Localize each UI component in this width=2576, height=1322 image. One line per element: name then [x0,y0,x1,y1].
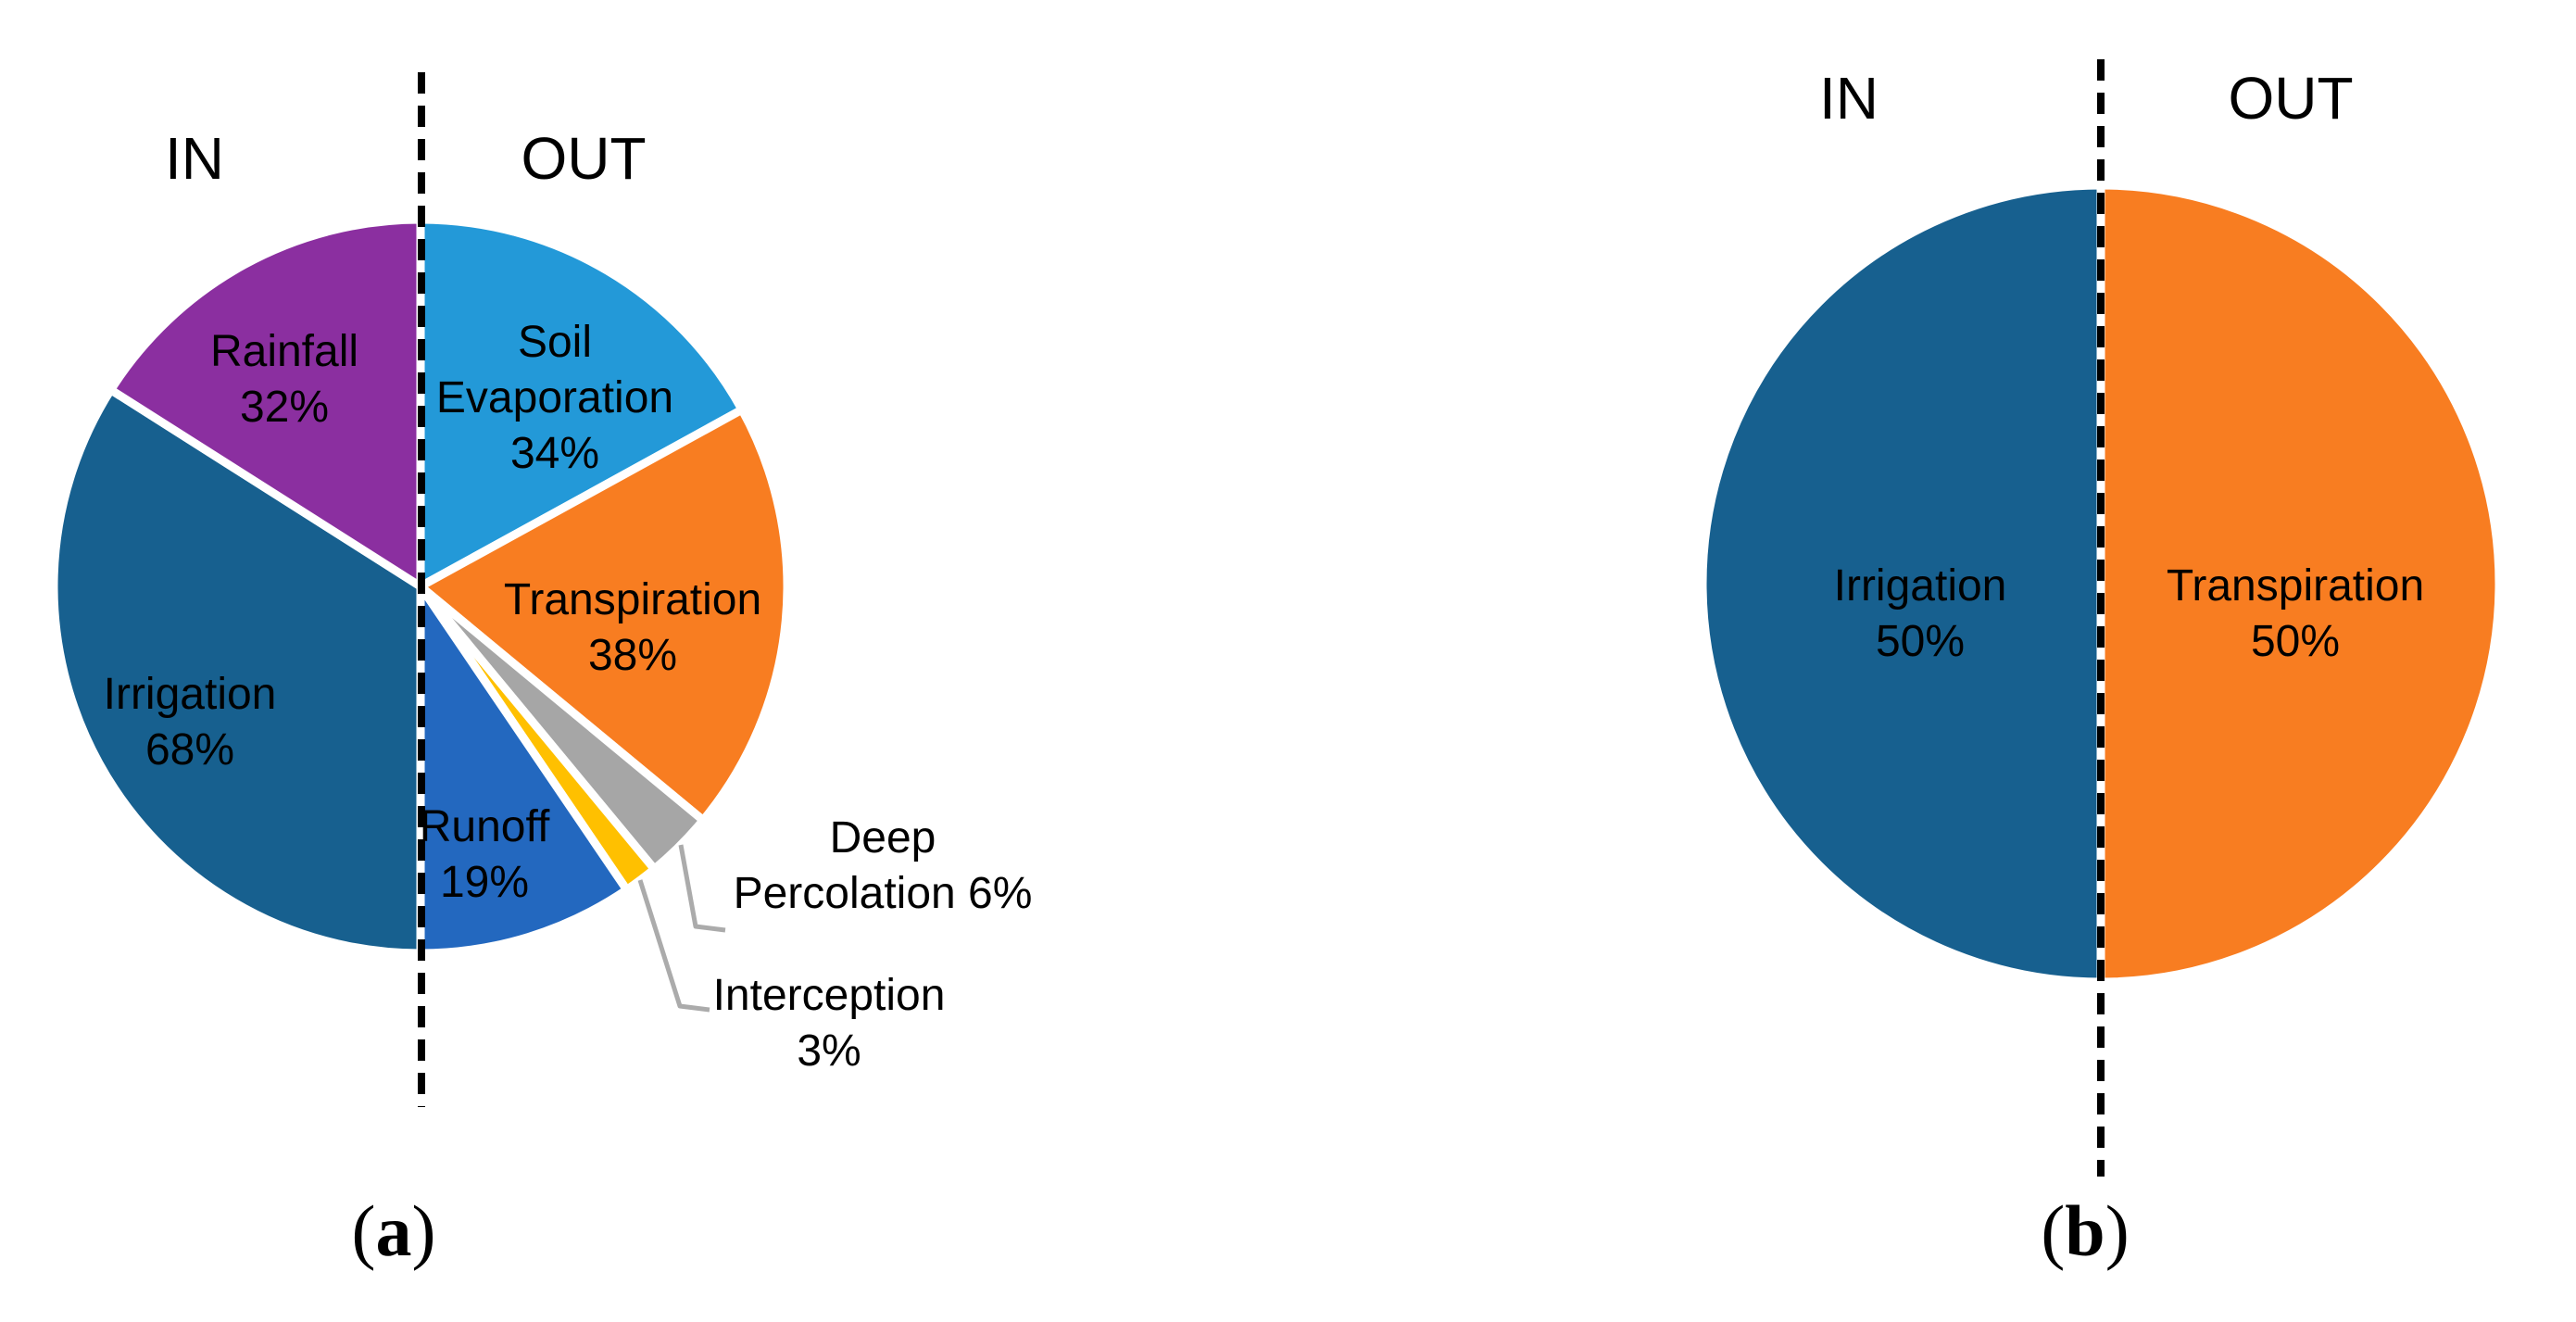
slice-label-runoff-a: Runoff 19% [420,802,550,907]
slice-label-deep-percolation-a: Deep Percolation 6% [734,813,1033,918]
slice-runoff-a [416,582,632,958]
slice-irrigation-b [1698,181,2105,987]
slice-soil-evaporation-a [416,215,747,591]
leader-line-interception-a [637,879,710,1013]
slice-transpiration-a [416,405,792,825]
slice-label-soil-evaporation-a: Soil Evaporation 34% [436,318,673,478]
in-label-a: IN [165,125,224,192]
slice-label-transpiration-b: Transpiration 50% [2167,561,2424,666]
slice-rainfall-a [107,215,425,591]
pie-chart-b: Transpiration 50% Irrigation 50% IN OUT (b) [1698,59,2504,1271]
leader-line-deep-percolation-a [678,844,726,933]
out-label-b: OUT [2228,65,2353,132]
slice-label-rainfall-a: Rainfall 32% [210,327,358,432]
slice-transpiration-b [2096,181,2504,987]
caption-b: (b) [2041,1190,2129,1271]
in-label-b: IN [1819,65,1879,132]
slice-label-irrigation-a: Irrigation 68% [104,670,277,774]
slice-label-transpiration-a: Transpiration 38% [504,575,761,680]
slice-label-interception-a: Interception 3% [713,971,946,1076]
pie-chart-a: Soil Evaporation 34% Transpiration 38% Deep Pe… [49,72,1033,1271]
caption-a: (a) [352,1190,436,1271]
out-label-a: OUT [521,125,646,192]
slice-label-irrigation-b: Irrigation 50% [1834,561,2007,666]
